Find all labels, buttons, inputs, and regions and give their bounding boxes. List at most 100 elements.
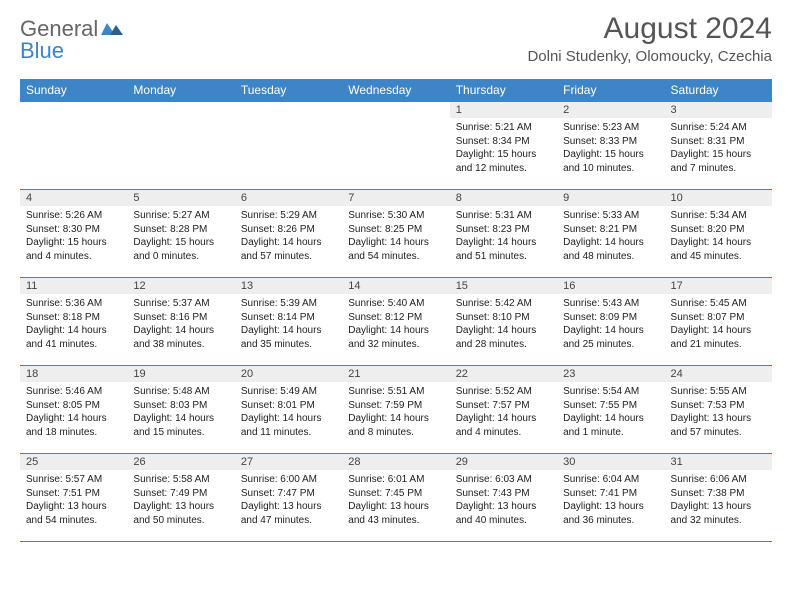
sunrise: Sunrise: 5:33 AM [563, 209, 658, 223]
header: GeneralBlue August 2024 Dolni Studenky, … [0, 0, 792, 71]
calendar-cell: 26Sunrise: 5:58 AMSunset: 7:49 PMDayligh… [127, 454, 234, 542]
sunrise: Sunrise: 5:42 AM [456, 297, 551, 311]
calendar-cell: 29 Sunrise: 6:03 AMSunset: 7:43 PMDayligh… [450, 454, 557, 542]
sunset: Sunset: 7:47 PM [241, 487, 336, 501]
sunrise: Sunrise: 6:03 AM [456, 473, 551, 487]
calendar-cell: 24Sunrise: 5:55 AMSunset: 7:53 PMDayligh… [665, 366, 772, 454]
sunset: Sunset: 7:51 PM [26, 487, 121, 501]
calendar: Sunday Monday Tuesday Wednesday Thursday… [20, 79, 772, 542]
day-number: 28 [342, 454, 449, 470]
day-details: Sunrise: 5:45 AMSunset: 8:07 PMDaylight:… [665, 294, 772, 355]
calendar-cell: 22Sunrise: 5:52 AMSunset: 7:57 PMDayligh… [450, 366, 557, 454]
sunset: Sunset: 8:10 PM [456, 311, 551, 325]
day-details: Sunrise: 5:42 AMSunset: 8:10 PMDaylight:… [450, 294, 557, 355]
day-number: 25 [20, 454, 127, 470]
location: Dolni Studenky, Olomoucky, Czechia [527, 48, 772, 65]
calendar-row: 25Sunrise: 5:57 AMSunset: 7:51 PMDayligh… [20, 454, 772, 542]
calendar-row: 4Sunrise: 5:26 AMSunset: 8:30 PMDaylight… [20, 190, 772, 278]
day-number: 19 [127, 366, 234, 382]
day-details: Sunrise: 5:58 AMSunset: 7:49 PMDaylight:… [127, 470, 234, 531]
sunset: Sunset: 8:21 PM [563, 223, 658, 237]
day-details: Sunrise: 5:30 AMSunset: 8:25 PMDaylight:… [342, 206, 449, 267]
day-details: Sunrise: 5:27 AMSunset: 8:28 PMDaylight:… [127, 206, 234, 267]
sunset: Sunset: 7:55 PM [563, 399, 658, 413]
daylight: Daylight: 13 hours and 32 minutes. [671, 500, 766, 527]
daylight: Daylight: 14 hours and 32 minutes. [348, 324, 443, 351]
day-number: 16 [557, 278, 664, 294]
day-number: 20 [235, 366, 342, 382]
day-number: 7 [342, 190, 449, 206]
day-details: Sunrise: 5:54 AMSunset: 7:55 PMDaylight:… [557, 382, 664, 443]
day-number: 10 [665, 190, 772, 206]
sunrise: Sunrise: 6:01 AM [348, 473, 443, 487]
daylight: Daylight: 15 hours and 0 minutes. [133, 236, 228, 263]
sunrise: Sunrise: 5:34 AM [671, 209, 766, 223]
calendar-cell: 15Sunrise: 5:42 AMSunset: 8:10 PMDayligh… [450, 278, 557, 366]
daylight: Daylight: 14 hours and 51 minutes. [456, 236, 551, 263]
sunrise: Sunrise: 5:26 AM [26, 209, 121, 223]
sunset: Sunset: 8:16 PM [133, 311, 228, 325]
daylight: Daylight: 14 hours and 15 minutes. [133, 412, 228, 439]
calendar-cell: 31Sunrise: 6:06 AMSunset: 7:38 PMDayligh… [665, 454, 772, 542]
daylight: Daylight: 13 hours and 40 minutes. [456, 500, 551, 527]
sunrise: Sunrise: 5:37 AM [133, 297, 228, 311]
sunset: Sunset: 7:53 PM [671, 399, 766, 413]
calendar-row: 18Sunrise: 5:46 AMSunset: 8:05 PMDayligh… [20, 366, 772, 454]
sunset: Sunset: 8:30 PM [26, 223, 121, 237]
sunrise: Sunrise: 5:55 AM [671, 385, 766, 399]
weekday-header: Thursday [450, 79, 557, 102]
sunset: Sunset: 8:14 PM [241, 311, 336, 325]
sunset: Sunset: 8:20 PM [671, 223, 766, 237]
day-number: 21 [342, 366, 449, 382]
day-number: 5 [127, 190, 234, 206]
day-details: Sunrise: 5:57 AMSunset: 7:51 PMDaylight:… [20, 470, 127, 531]
daylight: Daylight: 15 hours and 4 minutes. [26, 236, 121, 263]
daylight: Daylight: 14 hours and 8 minutes. [348, 412, 443, 439]
sunrise: Sunrise: 5:49 AM [241, 385, 336, 399]
calendar-cell: 27Sunrise: 6:00 AMSunset: 7:47 PMDayligh… [235, 454, 342, 542]
daylight: Daylight: 14 hours and 57 minutes. [241, 236, 336, 263]
sunrise: Sunrise: 5:48 AM [133, 385, 228, 399]
weekday-header: Monday [127, 79, 234, 102]
daylight: Daylight: 14 hours and 1 minute. [563, 412, 658, 439]
day-number: 14 [342, 278, 449, 294]
day-details: Sunrise: 5:46 AMSunset: 8:05 PMDaylight:… [20, 382, 127, 443]
calendar-cell: 2Sunrise: 5:23 AMSunset: 8:33 PMDaylight… [557, 102, 664, 190]
daylight: Daylight: 15 hours and 10 minutes. [563, 148, 658, 175]
calendar-cell: 16Sunrise: 5:43 AMSunset: 8:09 PMDayligh… [557, 278, 664, 366]
day-number: 22 [450, 366, 557, 382]
sunset: Sunset: 7:43 PM [456, 487, 551, 501]
day-number: 6 [235, 190, 342, 206]
sunrise: Sunrise: 5:23 AM [563, 121, 658, 135]
sunset: Sunset: 8:28 PM [133, 223, 228, 237]
sunrise: Sunrise: 5:54 AM [563, 385, 658, 399]
calendar-cell: 28Sunrise: 6:01 AMSunset: 7:45 PMDayligh… [342, 454, 449, 542]
sunset: Sunset: 8:07 PM [671, 311, 766, 325]
calendar-cell: 9Sunrise: 5:33 AMSunset: 8:21 PMDaylight… [557, 190, 664, 278]
day-details: Sunrise: 5:33 AMSunset: 8:21 PMDaylight:… [557, 206, 664, 267]
day-details: Sunrise: 5:55 AMSunset: 7:53 PMDaylight:… [665, 382, 772, 443]
sunset: Sunset: 8:09 PM [563, 311, 658, 325]
weekday-header-row: Sunday Monday Tuesday Wednesday Thursday… [20, 79, 772, 102]
day-details: Sunrise: 5:36 AMSunset: 8:18 PMDaylight:… [20, 294, 127, 355]
sunrise: Sunrise: 5:39 AM [241, 297, 336, 311]
flag-icon [101, 18, 123, 40]
sunrise: Sunrise: 5:43 AM [563, 297, 658, 311]
calendar-cell [342, 102, 449, 190]
calendar-cell: 12Sunrise: 5:37 AMSunset: 8:16 PMDayligh… [127, 278, 234, 366]
day-number: 1 [450, 102, 557, 118]
day-number: 3 [665, 102, 772, 118]
calendar-row: 11Sunrise: 5:36 AMSunset: 8:18 PMDayligh… [20, 278, 772, 366]
sunrise: Sunrise: 5:46 AM [26, 385, 121, 399]
sunrise: Sunrise: 5:29 AM [241, 209, 336, 223]
daylight: Daylight: 14 hours and 48 minutes. [563, 236, 658, 263]
daylight: Daylight: 14 hours and 4 minutes. [456, 412, 551, 439]
calendar-cell: 25Sunrise: 5:57 AMSunset: 7:51 PMDayligh… [20, 454, 127, 542]
calendar-cell: 11Sunrise: 5:36 AMSunset: 8:18 PMDayligh… [20, 278, 127, 366]
daylight: Daylight: 13 hours and 47 minutes. [241, 500, 336, 527]
sunset: Sunset: 7:59 PM [348, 399, 443, 413]
day-number: 29 [450, 454, 557, 470]
daylight: Daylight: 14 hours and 21 minutes. [671, 324, 766, 351]
sunset: Sunset: 8:12 PM [348, 311, 443, 325]
day-details: Sunrise: 6:01 AMSunset: 7:45 PMDaylight:… [342, 470, 449, 531]
